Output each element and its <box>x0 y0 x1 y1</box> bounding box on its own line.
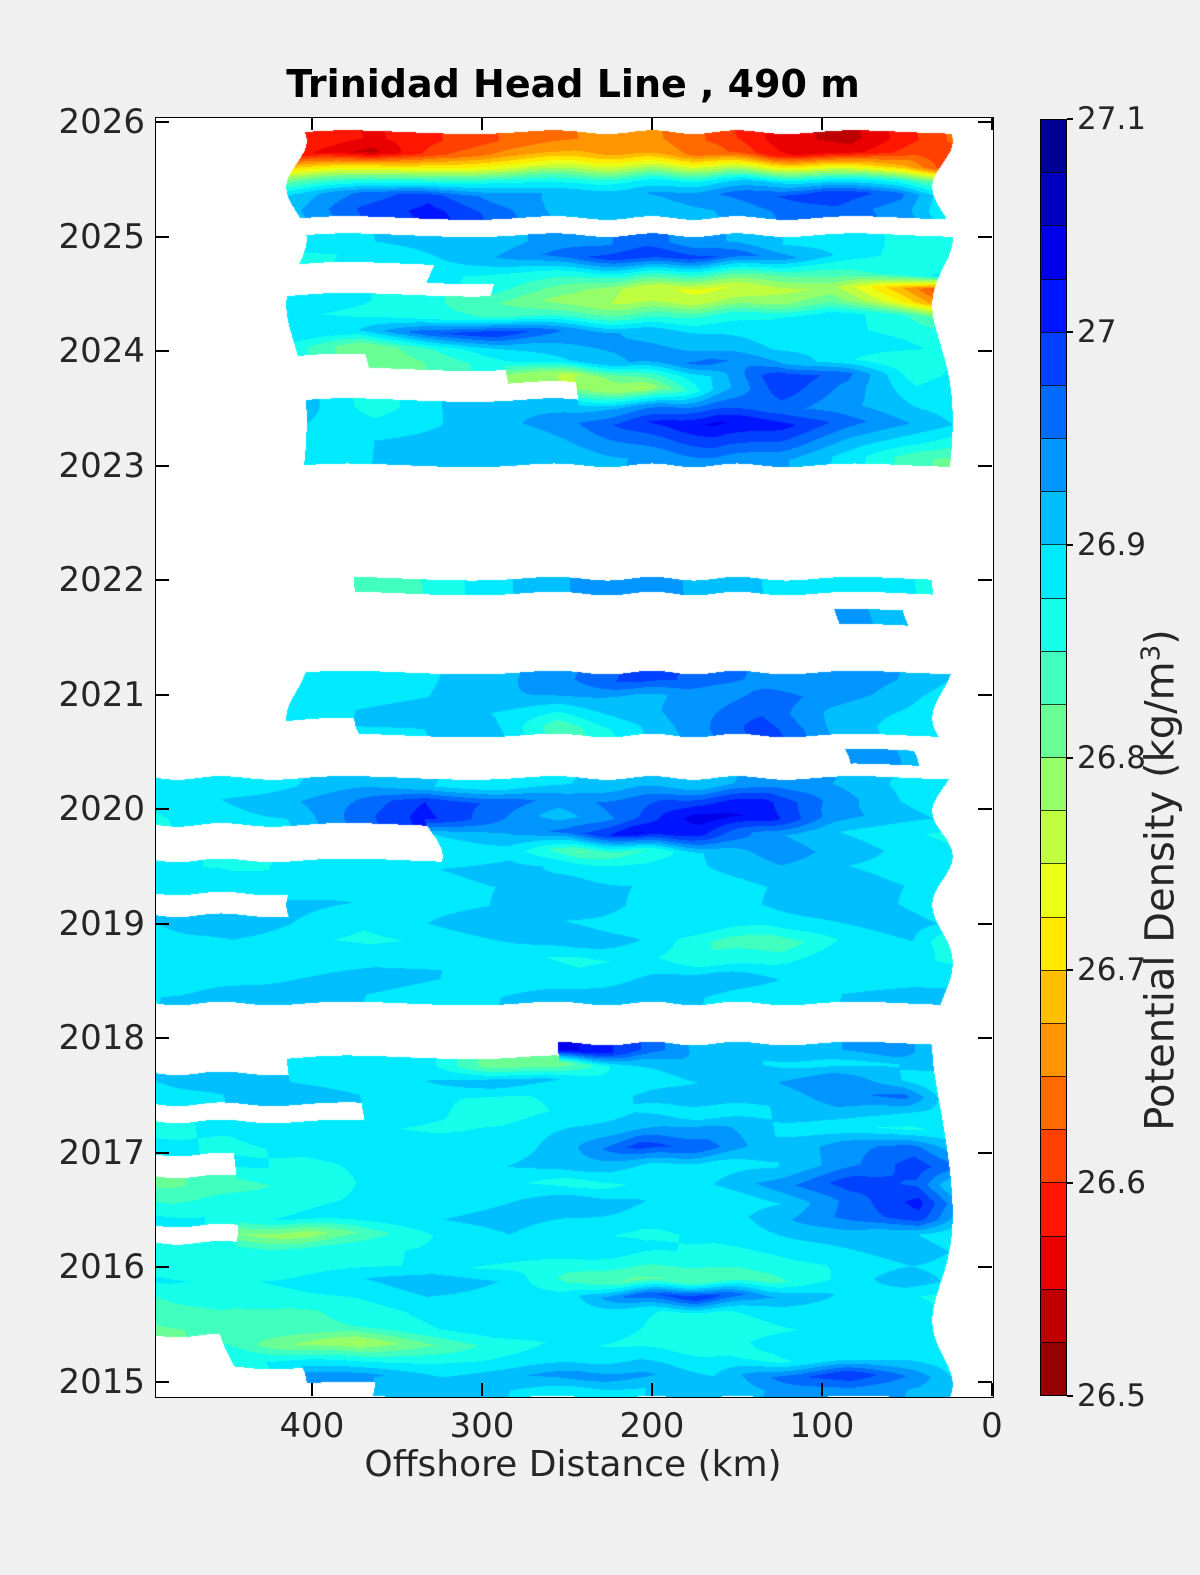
y-tick-label: 2016 <box>58 1247 145 1287</box>
colorbar-tick <box>1067 1182 1073 1185</box>
colorbar-label: Potential Density (kg/m3) <box>1136 629 1184 1131</box>
colorbar-tick-label: 26.7 <box>1077 952 1147 989</box>
colorbar-segment <box>1041 544 1066 598</box>
colorbar-segment <box>1041 650 1066 704</box>
x-axis-tick <box>821 1383 823 1396</box>
chart-title: Trinidad Head Line , 490 m <box>286 62 860 106</box>
colorbar-segment <box>1041 597 1066 651</box>
y-axis-tick <box>155 121 169 123</box>
y-axis-tick <box>978 1037 992 1039</box>
y-tick-label: 2015 <box>58 1362 145 1402</box>
colorbar-tick-label: 26.9 <box>1077 526 1147 563</box>
y-axis-tick <box>978 350 992 352</box>
colorbar-tick-label: 26.5 <box>1077 1378 1147 1414</box>
y-axis-tick <box>978 694 992 696</box>
y-tick-label: 2025 <box>58 217 145 257</box>
y-axis-tick <box>155 236 169 238</box>
y-axis-tick <box>978 1381 992 1383</box>
colorbar-tick-label: 26.8 <box>1077 739 1147 776</box>
colorbar-segment <box>1041 278 1066 332</box>
x-tick-label: 300 <box>449 1406 515 1446</box>
colorbar-tick-label: 27.1 <box>1077 101 1147 137</box>
y-axis-tick <box>155 1037 169 1039</box>
colorbar-segment <box>1041 969 1066 1023</box>
y-tick-label: 2019 <box>58 904 145 944</box>
y-axis-tick <box>978 923 992 925</box>
x-axis-tick <box>311 1383 313 1396</box>
colorbar-segment <box>1041 1076 1066 1130</box>
colorbar-segment <box>1041 1235 1066 1289</box>
y-tick-label: 2026 <box>58 102 145 142</box>
colorbar-tick-label: 26.6 <box>1077 1165 1147 1202</box>
x-tick-label: 200 <box>619 1406 685 1446</box>
y-tick-label: 2024 <box>58 331 145 371</box>
y-axis-tick <box>155 465 169 467</box>
contour-canvas <box>156 118 993 1397</box>
colorbar-segment <box>1041 916 1066 970</box>
plot-area <box>155 117 994 1398</box>
colorbar-tick <box>1067 118 1073 120</box>
y-axis-tick <box>978 579 992 581</box>
colorbar-segment <box>1041 172 1066 226</box>
x-tick-label: 400 <box>279 1406 345 1446</box>
colorbar-tick <box>1067 1395 1073 1397</box>
colorbar-segment <box>1041 757 1066 811</box>
x-axis-tick <box>651 1383 653 1396</box>
colorbar-segment <box>1041 438 1066 492</box>
colorbar-segment <box>1041 331 1066 385</box>
colorbar-segment <box>1041 1341 1066 1396</box>
y-axis-tick <box>155 1266 169 1268</box>
y-tick-label: 2017 <box>58 1133 145 1173</box>
colorbar-segment <box>1041 703 1066 758</box>
y-axis-tick <box>978 121 992 123</box>
x-axis-tick <box>481 1383 483 1396</box>
y-tick-label: 2018 <box>58 1018 145 1058</box>
colorbar-label-superscript: 3 <box>1136 644 1167 662</box>
y-axis-tick <box>155 923 169 925</box>
colorbar-segment <box>1041 491 1066 545</box>
x-axis-tick <box>991 117 993 130</box>
y-axis-tick <box>155 579 169 581</box>
colorbar-segment <box>1041 384 1066 439</box>
x-tick-label: 100 <box>789 1406 855 1446</box>
colorbar-tick <box>1067 330 1073 333</box>
x-axis-tick <box>651 117 653 130</box>
colorbar-segment <box>1041 120 1066 173</box>
colorbar-segment <box>1041 810 1066 864</box>
x-axis-tick <box>481 117 483 130</box>
x-tick-label: 0 <box>981 1406 1003 1446</box>
x-axis-tick <box>821 117 823 130</box>
y-axis-tick <box>978 1266 992 1268</box>
colorbar-segment <box>1041 1182 1066 1236</box>
colorbar-tick-label: 27 <box>1077 313 1117 350</box>
colorbar-tick <box>1067 969 1073 972</box>
y-axis-tick <box>978 808 992 810</box>
y-axis-tick <box>155 350 169 352</box>
colorbar-segment <box>1041 863 1066 917</box>
x-axis-tick <box>311 117 313 130</box>
colorbar-segment <box>1041 225 1066 279</box>
colorbar-tick <box>1067 543 1073 546</box>
colorbar-tick <box>1067 756 1073 759</box>
x-axis-label: Offshore Distance (km) <box>364 1444 782 1485</box>
colorbar-segment <box>1041 1022 1066 1077</box>
y-tick-label: 2021 <box>58 675 145 715</box>
colorbar <box>1040 119 1067 1396</box>
colorbar-segment <box>1041 1129 1066 1183</box>
y-axis-tick <box>155 694 169 696</box>
y-axis-tick <box>978 1152 992 1154</box>
y-tick-label: 2023 <box>58 446 145 486</box>
x-axis-tick <box>991 1383 993 1396</box>
y-axis-tick <box>155 808 169 810</box>
y-axis-tick <box>155 1381 169 1383</box>
y-axis-tick <box>978 236 992 238</box>
y-axis-tick <box>978 465 992 467</box>
colorbar-segment <box>1041 1288 1066 1342</box>
y-tick-label: 2022 <box>58 560 145 600</box>
y-axis-tick <box>155 1152 169 1154</box>
y-tick-label: 2020 <box>58 789 145 829</box>
